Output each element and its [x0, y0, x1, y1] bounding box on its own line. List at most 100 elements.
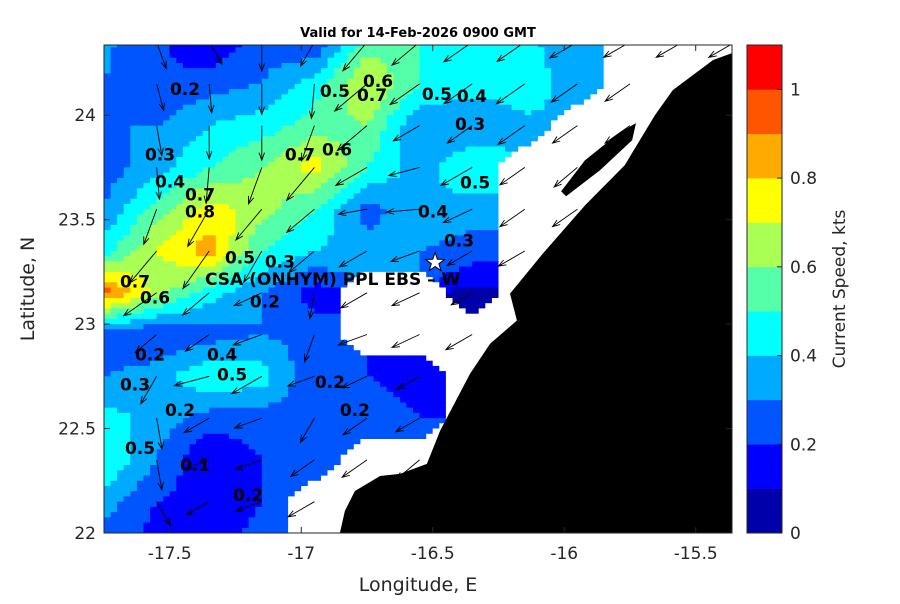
speed-band-cell	[156, 313, 263, 320]
speed-band-cell	[518, 146, 732, 153]
current-vector-arrow	[337, 208, 368, 217]
speed-band-cell	[104, 277, 144, 283]
speed-band-cell	[248, 334, 269, 341]
current-vector-arrow	[340, 375, 368, 389]
current-vector-arrow	[450, 292, 473, 306]
speed-band-cell	[117, 501, 158, 508]
speed-band-cell	[557, 115, 732, 121]
speed-band-cell	[196, 172, 256, 179]
speed-band-cell	[321, 183, 348, 189]
speed-band-cell	[104, 120, 164, 127]
speed-band-cell	[110, 303, 138, 309]
speed-band-cell	[268, 104, 315, 111]
speed-band-cell	[104, 52, 112, 59]
speed-band-cell	[150, 298, 177, 304]
speed-band-cell	[104, 538, 131, 544]
speed-band-cell	[399, 104, 421, 111]
speed-band-cell	[163, 240, 197, 247]
speed-band-cell	[472, 261, 500, 268]
speed-band-cell	[353, 73, 394, 80]
speed-band-cell	[104, 318, 131, 325]
contour-label: 0.3	[455, 115, 485, 135]
speed-band-cell	[163, 172, 197, 179]
speed-band-cell	[360, 209, 388, 215]
speed-band-cell	[104, 501, 118, 508]
speed-band-cell	[603, 73, 732, 80]
speed-band-cell	[294, 256, 421, 262]
speed-band-cell	[104, 428, 131, 435]
speed-band-cell	[248, 517, 289, 524]
speed-band-cell	[380, 141, 401, 148]
current-vector-arrow	[129, 250, 157, 284]
speed-band-cell	[104, 157, 131, 163]
speed-band-cell	[255, 110, 309, 116]
speed-band-cell	[150, 204, 177, 210]
speed-band-cell	[380, 136, 401, 142]
speed-band-cell	[347, 198, 500, 205]
current-vector-arrow	[498, 208, 526, 228]
speed-band-cell	[235, 209, 276, 215]
speed-band-cell	[360, 172, 401, 179]
speed-band-cell	[176, 480, 263, 487]
contour-labels: 0.20.30.40.70.80.5 0.60.7 0.5 0.40.30.7 0.60…	[120, 72, 490, 506]
speed-band-cell	[209, 183, 322, 189]
speed-band-cell	[104, 371, 112, 377]
speed-band-cell	[268, 371, 296, 377]
speed-band-cell	[334, 224, 368, 231]
current-vector-arrow	[390, 45, 417, 67]
current-vector-arrow	[551, 125, 578, 144]
contour-label: 0.6	[140, 289, 170, 309]
speed-band-cell	[104, 83, 250, 90]
speed-band-cell	[182, 470, 263, 477]
current-vector-arrow	[709, 503, 732, 520]
speed-band-cell	[340, 83, 394, 90]
speed-band-cell	[176, 475, 263, 482]
speed-band-cell	[130, 433, 171, 440]
current-vector-arrow	[339, 292, 368, 309]
speed-band-cell	[268, 266, 309, 273]
station-star-icon	[424, 250, 447, 272]
current-vector-arrow	[389, 250, 420, 262]
speed-band-cell	[373, 224, 500, 231]
speed-band-cell	[399, 151, 454, 158]
speed-band-cell	[169, 491, 263, 497]
speed-band-cell	[334, 172, 361, 179]
current-vector-arrow	[497, 250, 526, 267]
colorbar-swatch	[747, 45, 782, 90]
speed-band-cell	[380, 104, 401, 111]
contour-label: 0.2	[170, 80, 200, 100]
speed-band-cell	[130, 444, 164, 450]
speed-band-cell	[380, 146, 401, 153]
speed-band-cell	[196, 240, 217, 247]
speed-band-cell	[570, 104, 732, 111]
speed-band-cell	[104, 517, 151, 524]
y-axis-label: Latitude, N	[17, 237, 39, 342]
speed-band-cell	[156, 251, 197, 257]
speed-band-cell	[465, 146, 506, 153]
speed-band-cell	[104, 125, 131, 132]
speed-band-cell	[150, 224, 184, 231]
speed-band-cell	[110, 47, 171, 54]
speed-band-cell	[117, 282, 144, 289]
current-vector-arrow	[442, 208, 473, 224]
speed-band-cell	[531, 141, 732, 148]
coastline-land	[339, 53, 732, 533]
speed-band-cell	[104, 204, 125, 210]
speed-band-cell	[123, 465, 151, 471]
current-vector-arrow	[243, 250, 263, 284]
speed-band-cell	[104, 486, 138, 492]
speed-band-cell	[248, 522, 289, 529]
speed-band-cell	[182, 177, 243, 184]
speed-band-cell	[117, 214, 138, 221]
speed-band-cell	[156, 219, 184, 226]
speed-band-cell	[228, 433, 427, 440]
speed-band-cell	[176, 371, 269, 377]
speed-band-cell	[215, 162, 269, 168]
current-vector-arrow	[233, 417, 262, 429]
speed-band-cell	[353, 193, 499, 200]
speed-band-cell	[163, 303, 204, 309]
speed-band-cell	[123, 209, 144, 215]
speed-band-cell	[380, 219, 499, 226]
speed-band-cell	[360, 188, 453, 195]
speed-band-cell	[347, 157, 375, 163]
